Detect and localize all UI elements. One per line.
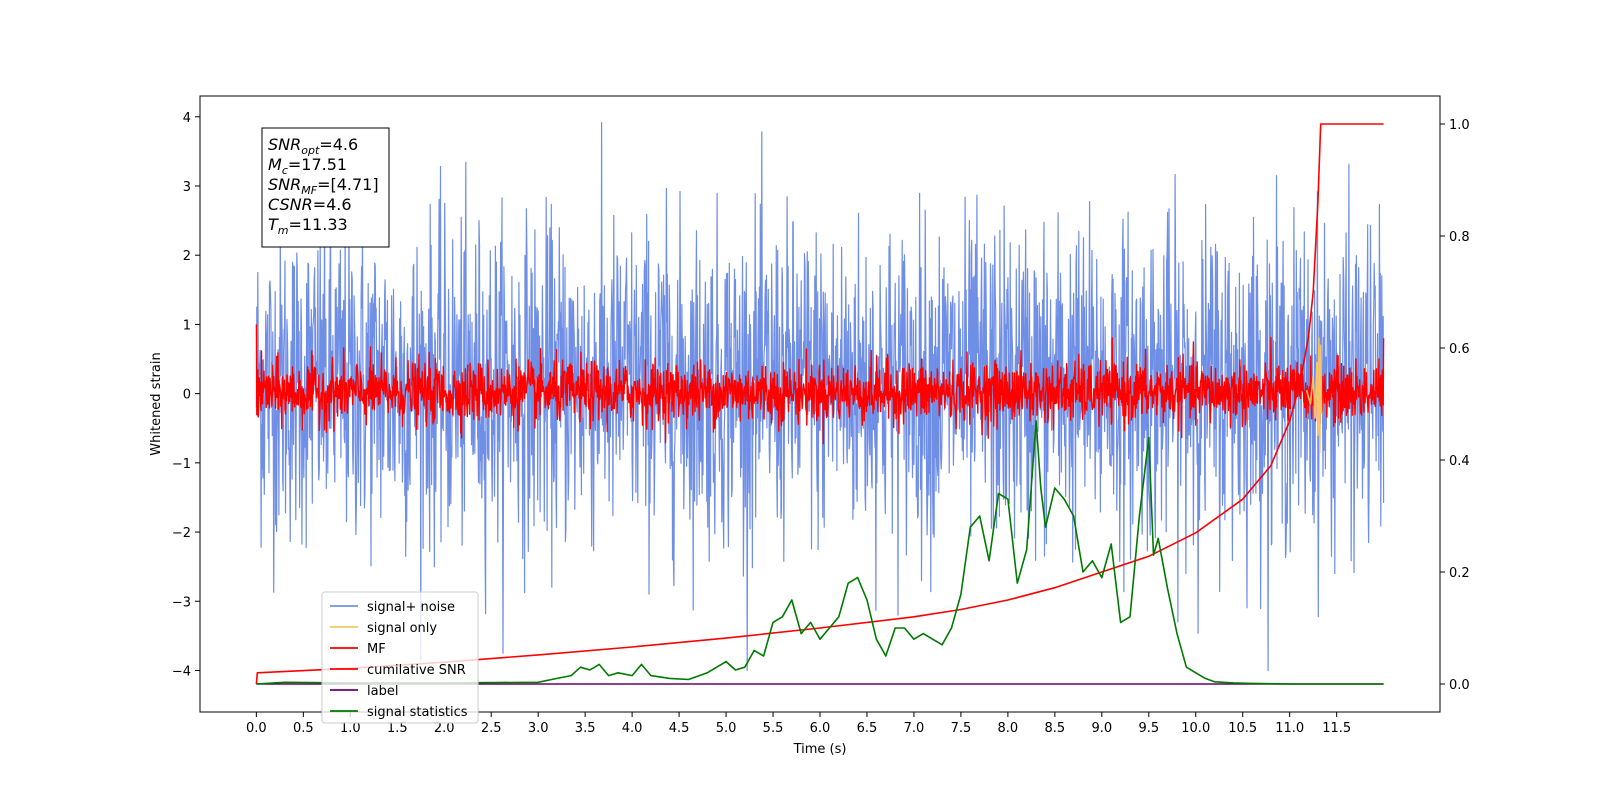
y2-tick-label: 0.4 [1449,454,1470,469]
y-axis-right: 1.0 0.8 0.6 0.4 0.2 0.0 [1440,118,1470,693]
y-tick-label: 2 [183,249,191,264]
x-tick-label: 10.0 [1181,721,1210,736]
x-tick-label: 8.0 [998,721,1019,736]
annotation-line: CSNR=4.6 [268,195,352,214]
x-tick-label: 5.0 [716,721,737,736]
x-tick-label: 3.0 [528,721,549,736]
x-tick-label: 2.5 [481,721,502,736]
annotation-line: Mc=17.51 [268,155,347,177]
y2-tick-label: 0.2 [1449,566,1470,581]
x-axis-label: Time (s) [793,742,847,757]
y-tick-label: −4 [172,664,191,679]
x-tick-label: 9.5 [1138,721,1159,736]
y-axis-left: 4 3 2 1 0 −1 −2 −3 −4 [172,111,200,679]
y2-tick-label: 1.0 [1449,118,1470,133]
annotation-frame [261,127,390,248]
plot-area [255,122,1385,685]
annotation-line: Tm=11.33 [268,215,348,237]
y-tick-label: −1 [172,457,191,472]
x-tick-label: 4.0 [622,721,643,736]
y2-tick-label: 0.6 [1449,342,1470,357]
x-tick-label: 6.5 [857,721,878,736]
legend-label: cumilative SNR [367,663,466,678]
series-signal-only [1305,337,1323,454]
x-tick-label: 4.5 [669,721,690,736]
x-tick-label: 3.5 [575,721,596,736]
series-mf [255,324,1385,445]
x-tick-label: 11.0 [1275,721,1304,736]
legend: signal+ noise signal only MF cumilative SNR… [321,591,479,724]
x-tick-label: 6.0 [810,721,831,736]
x-tick-label: 8.5 [1045,721,1066,736]
x-tick-label: 0.5 [293,721,314,736]
legend-label: signal+ noise [367,600,455,615]
y-axis-label: Whitened strain [149,352,164,455]
legend-frame [321,591,479,724]
y-tick-label: −2 [172,526,191,541]
annotation-line: SNRMF=[4.71] [268,175,379,197]
x-axis: 0.0 0.5 1.0 1.5 2.0 2.5 3.0 3.5 4.0 4.5 5.0 5.5 6.0 6… [246,712,1351,736]
x-tick-label: 7.5 [951,721,972,736]
y-tick-label: 0 [183,388,191,403]
x-tick-label: 10.5 [1228,721,1257,736]
y-tick-label: 3 [183,180,191,195]
annotation-line: SNRopt=4.6 [268,135,358,157]
x-tick-label: 1.5 [387,721,408,736]
y2-tick-label: 0.8 [1449,230,1470,245]
legend-label: signal statistics [367,705,468,720]
x-tick-label: 0.0 [246,721,267,736]
series-signal-statistics [256,420,1384,685]
series-cumilative-snr [255,123,1384,685]
x-tick-label: 9.0 [1091,721,1112,736]
legend-label: signal only [367,621,437,636]
y-tick-label: −3 [172,595,191,610]
legend-label: MF [367,642,386,657]
y2-tick-label: 0.0 [1449,678,1470,693]
legend-label: label [367,684,398,699]
x-tick-label: 7.0 [904,721,925,736]
y-tick-label: 4 [183,111,191,126]
x-tick-label: 11.5 [1322,721,1351,736]
x-tick-label: 1.0 [340,721,361,736]
x-tick-label: 5.5 [763,721,784,736]
y-tick-label: 1 [183,318,191,333]
parameter-annotation-box: SNRopt=4.6Mc=17.51SNRMF=[4.71]CSNR=4.6Tm… [261,127,390,248]
x-tick-label: 2.0 [434,721,455,736]
